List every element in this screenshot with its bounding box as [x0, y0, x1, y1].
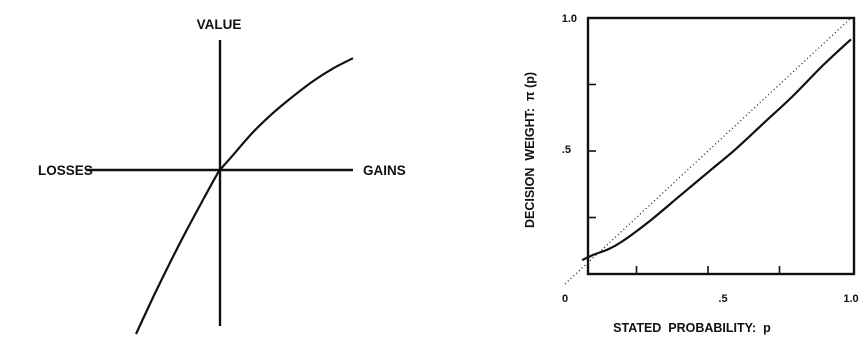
x-tick-label-0.5: .5 [718, 293, 727, 305]
gains-label: GAINS [363, 163, 406, 178]
plot-frame [586, 16, 856, 276]
value-axis-label: VALUE [197, 17, 242, 32]
value-function-chart: VALUE LOSSES GAINS [38, 17, 406, 335]
x-tick-label-1: 1.0 [843, 293, 858, 305]
x-tick-label-0: 0 [562, 293, 568, 305]
x-axis-label: STATED PROBABILITY: p [613, 321, 771, 335]
y-tick-label-1: 1.0 [562, 13, 577, 25]
losses-label: LOSSES [38, 163, 93, 178]
value-curve [135, 57, 354, 335]
y-axis-label: DECISION WEIGHT: π (p) [523, 72, 537, 228]
identity-line [564, 17, 852, 285]
y-tick-label-0.5: .5 [562, 144, 571, 156]
decision-weight-chart: 1.0 .5 0 .5 1.0 STATED PROBABILITY: p DE… [523, 13, 859, 335]
decision-weight-curve [581, 38, 852, 262]
tick-marks [588, 83, 781, 274]
